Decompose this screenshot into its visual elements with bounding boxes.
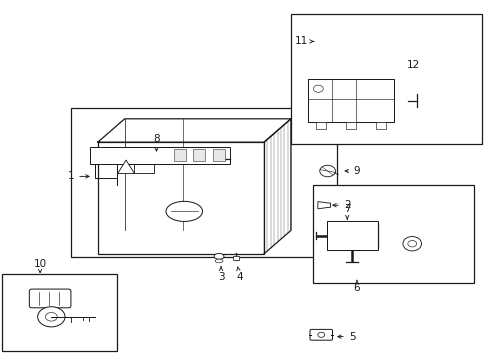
Text: 6: 6 [353, 280, 360, 293]
Bar [2, 274, 117, 351]
Text: 9: 9 [345, 166, 360, 176]
Text: 10: 10 [34, 258, 46, 273]
Ellipse shape [215, 259, 223, 263]
Bar [307, 79, 393, 122]
Ellipse shape [214, 253, 224, 259]
Text: 11: 11 [294, 36, 313, 46]
Text: 12: 12 [406, 60, 419, 70]
Bar [212, 149, 224, 161]
Ellipse shape [402, 237, 421, 251]
Text: 4: 4 [236, 267, 243, 282]
Bar [290, 14, 481, 144]
Polygon shape [118, 160, 134, 174]
Circle shape [319, 165, 335, 177]
Polygon shape [317, 202, 330, 209]
Text: 3: 3 [217, 267, 224, 282]
Bar [326, 221, 377, 250]
Text: 5: 5 [337, 332, 355, 342]
Bar [233, 256, 239, 260]
Circle shape [38, 307, 65, 327]
Bar [98, 142, 264, 254]
Ellipse shape [165, 201, 202, 221]
Bar [173, 149, 185, 161]
Bar [312, 185, 473, 283]
FancyBboxPatch shape [309, 329, 332, 340]
Bar [315, 122, 325, 129]
Text: 8: 8 [153, 134, 160, 151]
Ellipse shape [407, 240, 416, 247]
Circle shape [313, 85, 323, 92]
Bar [90, 147, 229, 164]
Bar [193, 149, 205, 161]
Bar [71, 108, 337, 257]
Bar [346, 122, 355, 129]
FancyBboxPatch shape [29, 289, 71, 308]
Text: 7: 7 [343, 204, 350, 219]
Circle shape [45, 312, 57, 321]
Text: 2: 2 [332, 200, 350, 210]
Text: 1: 1 [67, 171, 89, 181]
Bar [375, 122, 385, 129]
Circle shape [317, 332, 324, 337]
